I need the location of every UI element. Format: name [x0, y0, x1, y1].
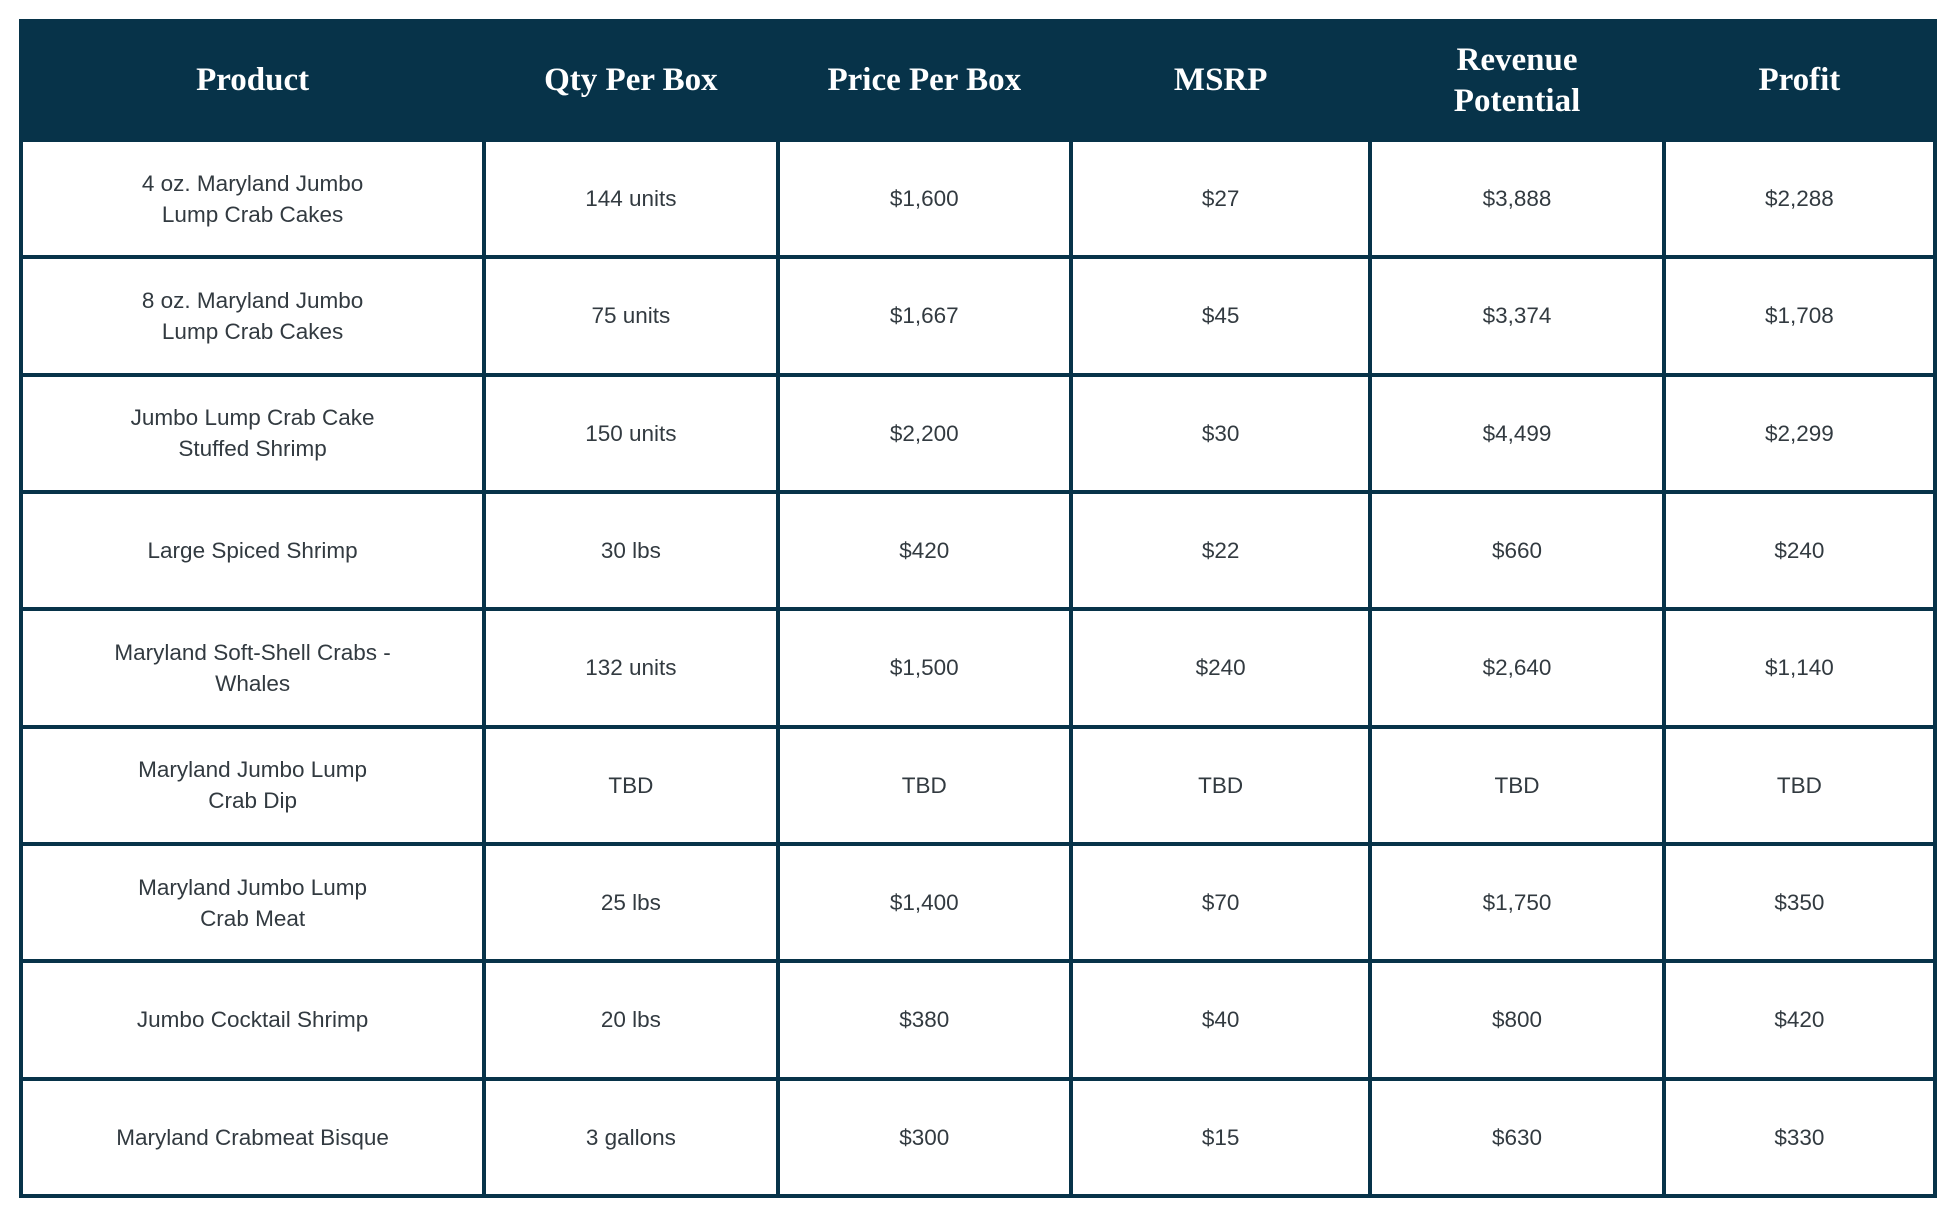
product-name-cell: 8 oz. Maryland Jumbo Lump Crab Cakes: [18, 255, 487, 377]
column-header-product: Product: [18, 19, 487, 142]
table-row: Maryland Jumbo Lump Crab Dip TBD TBD TBD TBD…: [18, 724, 1938, 846]
value-cell: $1,140: [1661, 607, 1938, 729]
column-header-profit: Profit: [1661, 19, 1938, 142]
value-cell: $240: [1068, 607, 1373, 729]
table-row: Maryland Crabmeat Bisque 3 gallons $300 $15…: [18, 1076, 1938, 1199]
value-cell: $2,200: [775, 372, 1074, 494]
value-cell: 144 units: [482, 137, 780, 260]
value-cell: $3,374: [1368, 255, 1666, 377]
value-cell: TBD: [775, 724, 1074, 846]
column-header-revenue-potential: Revenue Potential: [1368, 19, 1666, 142]
table-row: 4 oz. Maryland Jumbo Lump Crab Cakes 144 …: [18, 137, 1938, 260]
header-row: Product Qty Per Box Price Per Box MSRP Reven…: [18, 19, 1938, 142]
product-name-cell: Jumbo Lump Crab Cake Stuffed Shrimp: [18, 372, 487, 494]
table-row: Large Spiced Shrimp 30 lbs $420 $22 $660 $240: [18, 489, 1938, 612]
value-cell: $30: [1068, 372, 1373, 494]
value-cell: $1,667: [775, 255, 1074, 377]
value-cell: $27: [1068, 137, 1373, 260]
value-cell: $350: [1661, 841, 1938, 964]
product-name-cell: Maryland Crabmeat Bisque: [18, 1076, 487, 1199]
product-name-cell: Maryland Jumbo Lump Crab Meat: [18, 841, 487, 964]
value-cell: $660: [1368, 489, 1666, 612]
value-cell: $1,708: [1661, 255, 1938, 377]
value-cell: 20 lbs: [482, 959, 780, 1081]
value-cell: $420: [1661, 959, 1938, 1081]
value-cell: $70: [1068, 841, 1373, 964]
column-header-qty-per-box: Qty Per Box: [482, 19, 780, 142]
product-name-cell: Maryland Soft-Shell Crabs - Whales: [18, 607, 487, 729]
product-pricing-table: Product Qty Per Box Price Per Box MSRP Reven…: [18, 19, 1938, 1199]
value-cell: TBD: [1661, 724, 1938, 846]
value-cell: $1,750: [1368, 841, 1666, 964]
column-header-price-per-box: Price Per Box: [775, 19, 1074, 142]
value-cell: 3 gallons: [482, 1076, 780, 1199]
value-cell: $800: [1368, 959, 1666, 1081]
table-body: 4 oz. Maryland Jumbo Lump Crab Cakes 144 …: [18, 137, 1938, 1199]
table-row: Jumbo Lump Crab Cake Stuffed Shrimp 150 u…: [18, 372, 1938, 494]
value-cell: $40: [1068, 959, 1373, 1081]
table-row: Jumbo Cocktail Shrimp 20 lbs $380 $40 $800 $4…: [18, 959, 1938, 1081]
value-cell: $420: [775, 489, 1074, 612]
value-cell: $630: [1368, 1076, 1666, 1199]
value-cell: $2,288: [1661, 137, 1938, 260]
value-cell: $22: [1068, 489, 1373, 612]
product-name-cell: Jumbo Cocktail Shrimp: [18, 959, 487, 1081]
table-row: Maryland Soft-Shell Crabs - Whales 132 un…: [18, 607, 1938, 729]
pricing-table: Product Qty Per Box Price Per Box MSRP Reven…: [18, 19, 1938, 1199]
value-cell: 75 units: [482, 255, 780, 377]
value-cell: TBD: [1068, 724, 1373, 846]
product-name-cell: Large Spiced Shrimp: [18, 489, 487, 612]
value-cell: 30 lbs: [482, 489, 780, 612]
value-cell: $1,400: [775, 841, 1074, 964]
value-cell: $300: [775, 1076, 1074, 1199]
value-cell: $1,600: [775, 137, 1074, 260]
column-header-msrp: MSRP: [1068, 19, 1373, 142]
value-cell: $15: [1068, 1076, 1373, 1199]
value-cell: $45: [1068, 255, 1373, 377]
value-cell: TBD: [1368, 724, 1666, 846]
product-name-cell: 4 oz. Maryland Jumbo Lump Crab Cakes: [18, 137, 487, 260]
value-cell: $2,640: [1368, 607, 1666, 729]
value-cell: 25 lbs: [482, 841, 780, 964]
value-cell: $240: [1661, 489, 1938, 612]
value-cell: $4,499: [1368, 372, 1666, 494]
value-cell: $1,500: [775, 607, 1074, 729]
value-cell: 132 units: [482, 607, 780, 729]
value-cell: TBD: [482, 724, 780, 846]
value-cell: $380: [775, 959, 1074, 1081]
value-cell: 150 units: [482, 372, 780, 494]
table-row: Maryland Jumbo Lump Crab Meat 25 lbs $1,40…: [18, 841, 1938, 964]
value-cell: $3,888: [1368, 137, 1666, 260]
value-cell: $330: [1661, 1076, 1938, 1199]
product-name-cell: Maryland Jumbo Lump Crab Dip: [18, 724, 487, 846]
table-row: 8 oz. Maryland Jumbo Lump Crab Cakes 75 u…: [18, 255, 1938, 377]
value-cell: $2,299: [1661, 372, 1938, 494]
table-header: Product Qty Per Box Price Per Box MSRP Reven…: [18, 19, 1938, 142]
